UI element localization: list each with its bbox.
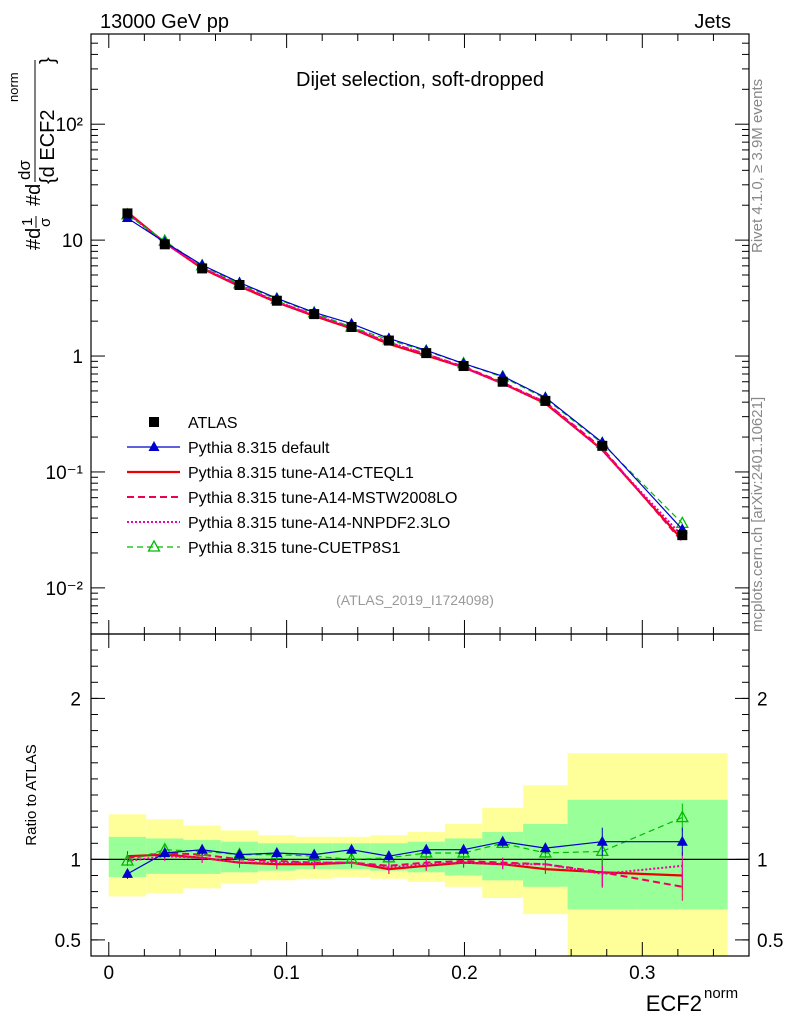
main-y-tick-label: 1 [72, 347, 83, 368]
ratio-point-default [159, 846, 171, 857]
ratio-y-tick-label-left: 0.5 [55, 931, 81, 952]
mcplots-label: mcplots.cern.ch [arXiv:2401.10621] [749, 397, 766, 632]
main-series-layer [120, 207, 689, 543]
analysis-id-label: (ATLAS_2019_I1724098) [336, 592, 494, 608]
ratio-point-default [271, 846, 283, 857]
legend-label-mstw: Pythia 8.315 tune-A14-MSTW2008LO [188, 490, 457, 507]
legend-marker-data [149, 417, 159, 427]
main-axis-ticks: 10⁻² 10⁻¹ 1 10 10² [46, 33, 749, 635]
x-tick-label: 0 [103, 963, 114, 984]
ratio-point-default [383, 850, 395, 861]
ratio-line-cuetp8s1 [127, 816, 683, 862]
svg-text:σ: σ [37, 217, 54, 227]
svg-text:norm: norm [6, 72, 21, 102]
main-line-nnpdf [126, 212, 684, 537]
main-point-data [346, 322, 357, 333]
main-point-data [271, 295, 282, 306]
main-point-data [122, 208, 133, 219]
ratio-point-default [497, 835, 509, 846]
ratio-point-default [346, 843, 358, 854]
x-axis-label-sup: norm [704, 985, 738, 1002]
main-point-data [309, 309, 320, 320]
x-tick-label: 0.3 [629, 963, 655, 984]
legend-marker-default [148, 441, 160, 451]
legend-marker-cuetp8s1 [147, 539, 161, 552]
energy-label: 13000 GeV pp [100, 11, 229, 33]
main-point-data [234, 280, 245, 291]
ratio-line-default [127, 841, 683, 875]
ratio-axis-ticks: 0.5 0.5 1 1 2 2 0 0.1 0.2 0.3 [55, 633, 783, 984]
x-tick-label: 0.1 [273, 963, 299, 984]
x-tick-label: 0.2 [451, 963, 477, 984]
main-point-data [421, 348, 432, 359]
svg-text:dσ: dσ [15, 160, 34, 180]
ratio-uncertainty-bands [91, 753, 749, 956]
ratio-y-tick-label-right: 2 [757, 689, 768, 710]
ratio-y-axis-label: Ratio to ATLAS [23, 744, 40, 845]
ratio-point-default [121, 867, 133, 878]
legend-label-default: Pythia 8.315 default [188, 440, 330, 457]
ratio-point-cuetp8s1 [344, 852, 359, 865]
ratio-point-default [420, 843, 432, 854]
main-point-data [383, 335, 394, 346]
svg-text:1: 1 [19, 218, 36, 226]
main-point-data [197, 263, 208, 274]
ratio-y-tick-label-left: 1 [70, 850, 81, 871]
legend-label-data: ATLAS [188, 415, 238, 432]
main-point-data [458, 361, 469, 372]
main-y-tick-label: 10 [62, 231, 83, 252]
main-point-data [540, 395, 551, 406]
svg-text:#d: #d [23, 228, 45, 250]
x-axis-label-main: ECF2 [646, 991, 702, 1016]
main-point-data [159, 239, 170, 250]
ratio-point-default [596, 835, 608, 846]
ratio-y-tick-label-right: 0.5 [757, 931, 783, 952]
svg-text:}: } [37, 57, 59, 64]
main-point-data [497, 376, 508, 387]
main-line-default [127, 217, 683, 530]
legend-label-cteql1: Pythia 8.315 tune-A14-CTEQL1 [188, 465, 414, 482]
main-point-data [597, 440, 608, 451]
ratio-series-layer [120, 803, 689, 901]
main-y-axis-label: #d 1 σ #d dσ {d ECF2 norm } [6, 57, 59, 250]
svg-text:{d ECF2: {d ECF2 [37, 110, 59, 184]
ratio-y-tick-label-right: 1 [757, 850, 768, 871]
ratio-point-cuetp8s1 [675, 810, 689, 823]
ratio-point-default [233, 848, 245, 859]
legend: ATLAS Pythia 8.315 default Pythia 8.315 tu… [127, 415, 457, 557]
ratio-point-default [308, 848, 320, 859]
main-line-cuetp8s1 [127, 214, 683, 524]
rivet-version-label: Rivet 4.1.0, ≥ 3.9M events [749, 79, 766, 253]
main-y-tick-label: 10⁻² [46, 579, 84, 600]
main-y-tick-label: 10⁻¹ [46, 463, 84, 484]
process-label: Jets [694, 11, 731, 33]
legend-label-cuetp8s1: Pythia 8.315 tune-CUETP8S1 [188, 540, 401, 557]
ratio-point-default [196, 843, 208, 854]
x-axis-label: ECF2 norm [646, 985, 738, 1016]
ratio-point-default [458, 843, 470, 854]
ratio-line-nnpdf [127, 855, 683, 875]
main-title: Dijet selection, soft-dropped [296, 69, 544, 91]
ratio-point-cuetp8s1 [120, 853, 135, 866]
main-y-tick-label: 10² [56, 115, 83, 136]
svg-text:#d: #d [23, 184, 45, 206]
legend-label-nnpdf: Pythia 8.315 tune-A14-NNPDF2.3LO [188, 515, 450, 532]
ratio-point-default [539, 842, 551, 853]
ratio-point-default [676, 835, 688, 846]
main-point-data [677, 530, 688, 541]
ratio-y-tick-label-left: 2 [70, 689, 81, 710]
